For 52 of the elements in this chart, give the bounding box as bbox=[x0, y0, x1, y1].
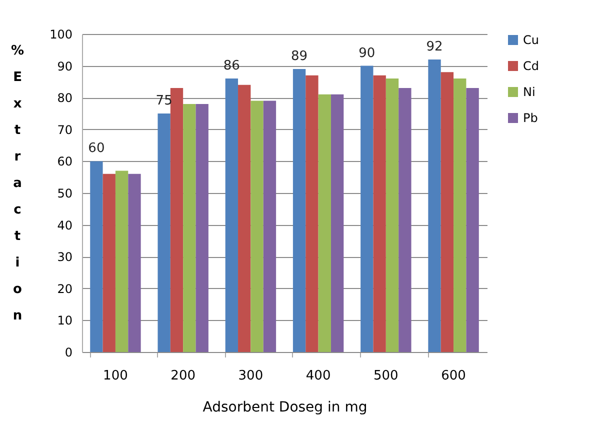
bar bbox=[128, 174, 141, 352]
x-tick-label: 200 bbox=[170, 368, 196, 384]
y-tick-label: 80 bbox=[57, 91, 72, 106]
y-tick-label: 10 bbox=[57, 314, 72, 328]
y-tick-label: 100 bbox=[50, 28, 72, 42]
data-label: 89 bbox=[291, 48, 308, 64]
bar bbox=[466, 88, 479, 352]
bar bbox=[373, 75, 386, 352]
x-tick-label: 100 bbox=[103, 368, 128, 384]
y-tick-label: 50 bbox=[57, 186, 72, 200]
bar bbox=[196, 104, 208, 352]
y-tick-label: 70 bbox=[57, 122, 72, 137]
y-tick-label: 90 bbox=[57, 59, 72, 74]
bar bbox=[238, 84, 251, 352]
data-label: 92 bbox=[426, 39, 443, 54]
y-tick-label: 60 bbox=[57, 154, 72, 169]
bar bbox=[318, 94, 331, 352]
bar bbox=[263, 100, 276, 352]
legend-label: Pb bbox=[523, 111, 538, 125]
y-tick-label: 30 bbox=[57, 250, 72, 264]
data-label: 60 bbox=[88, 141, 105, 156]
y-tick-label: 0 bbox=[64, 346, 72, 360]
bar bbox=[454, 78, 466, 352]
bar bbox=[115, 170, 128, 352]
bar bbox=[386, 78, 399, 352]
bar bbox=[102, 174, 116, 352]
x-tick-label: 300 bbox=[238, 368, 264, 384]
x-tick-label: 500 bbox=[374, 368, 398, 384]
bar bbox=[183, 104, 196, 352]
data-label: 86 bbox=[223, 58, 240, 74]
bar bbox=[398, 88, 412, 352]
bar bbox=[440, 72, 454, 352]
bar bbox=[250, 100, 264, 352]
bar bbox=[225, 78, 238, 352]
data-label: 90 bbox=[358, 46, 376, 61]
bar bbox=[330, 94, 344, 352]
x-tick-label: 400 bbox=[306, 368, 331, 384]
y-tick-label: 20 bbox=[57, 282, 72, 296]
legend-label: Cd bbox=[523, 59, 539, 73]
legend-label: Cu bbox=[523, 33, 539, 47]
x-tick-label: 600 bbox=[441, 368, 466, 384]
bar bbox=[90, 161, 103, 352]
text: % Extraction bbox=[10, 44, 24, 324]
bar bbox=[428, 59, 441, 352]
bar bbox=[170, 88, 184, 352]
bar bbox=[158, 114, 170, 352]
legend-label: Ni bbox=[523, 85, 536, 99]
x-axis-title: Adsorbent Doseg in mg bbox=[202, 400, 368, 416]
bar bbox=[360, 66, 374, 352]
bar bbox=[292, 68, 306, 352]
bar bbox=[306, 75, 318, 352]
y-tick-label: 40 bbox=[57, 218, 72, 232]
